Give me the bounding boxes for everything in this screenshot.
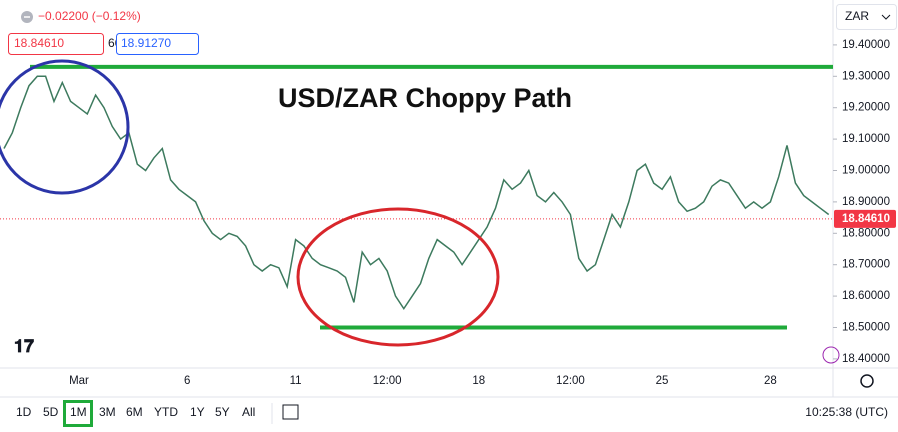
chart-title: USD/ZAR Choppy Path <box>278 83 572 113</box>
bid: 18.84610 <box>14 36 64 50</box>
range-button[interactable]: 5D <box>43 405 59 419</box>
active-range-box <box>63 400 93 427</box>
x-tick-label: 11 <box>290 375 302 387</box>
red-ellipse <box>296 207 500 347</box>
y-tick-label: 18.70000 <box>842 259 890 271</box>
change: −0.02200 (−0.12%) <box>38 9 141 23</box>
x-tick-label: 18 <box>472 375 485 387</box>
y-tick-label: 18.60000 <box>842 290 890 302</box>
x-tick-label: 25 <box>656 375 669 387</box>
currency-dropdown[interactable] <box>836 4 897 30</box>
x-tick-label: Mar <box>69 375 89 387</box>
y-tick-label: 18.80000 <box>842 227 890 239</box>
range-button[interactable]: 1D <box>16 405 32 419</box>
clock: 10:25:38 (UTC) <box>805 405 888 419</box>
range-button[interactable]: 1M <box>70 405 87 419</box>
range-button[interactable]: 3M <box>99 405 116 419</box>
y-tick-label: 19.10000 <box>842 133 890 145</box>
range-button[interactable]: All <box>242 405 255 419</box>
y-tick-label: 19.30000 <box>842 70 890 82</box>
bid-box[interactable] <box>8 33 104 55</box>
chevron <box>881 14 891 20</box>
y-tick-label: 19.40000 <box>842 39 890 51</box>
tv-logo: 𝟏𝟕 <box>14 336 34 356</box>
range-button[interactable]: 5Y <box>215 405 230 419</box>
x-tick-label: 6 <box>184 375 190 387</box>
y-tick-label: 18.40000 <box>842 353 890 365</box>
current-price-label: 18.84610 <box>842 213 890 225</box>
current-price-box <box>834 209 896 228</box>
plot: 18.40000 18.50000 18.60000 18.70000 18.80000… <box>0 39 896 387</box>
y-tick-label: 18.50000 <box>842 322 890 334</box>
range-button[interactable]: 1Y <box>190 405 205 419</box>
alert-icon[interactable] <box>822 346 840 364</box>
y-tick-label: 19.20000 <box>842 102 890 114</box>
currency: ZAR <box>845 9 869 23</box>
toolbar: 1D 5D 1M 3M 6M YTD 1Y 5Y All <box>16 400 255 427</box>
calendar-icon[interactable] <box>282 404 299 420</box>
price-line <box>3 75 830 311</box>
range-button[interactable]: YTD <box>154 405 178 419</box>
ask: 18.91270 <box>121 36 171 50</box>
x-tick-label: 12:00 <box>556 375 585 387</box>
blue-ellipse <box>0 59 130 195</box>
y-tick-label: 18.90000 <box>842 196 890 208</box>
settings-icon[interactable] <box>860 374 874 388</box>
range-button[interactable]: 6M <box>126 405 143 419</box>
x-tick-label: 28 <box>764 375 777 387</box>
y-tick-label: 19.00000 <box>842 165 890 177</box>
x-tick-label: 12:00 <box>373 375 402 387</box>
ask-box[interactable] <box>116 33 199 55</box>
